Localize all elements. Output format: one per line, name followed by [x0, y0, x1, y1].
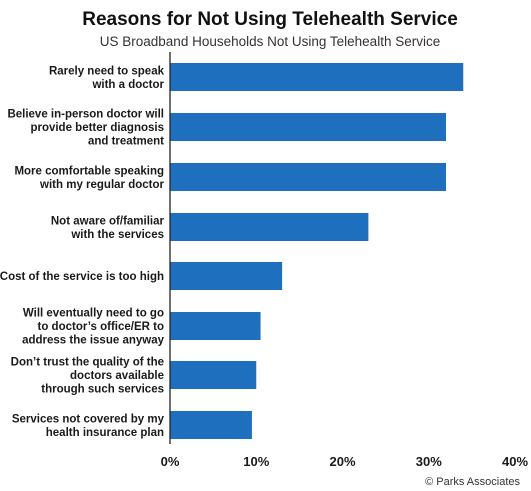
category-labels: Rarely need to speak with a doctor Believe…	[0, 65, 165, 439]
category-label-1: Rarely need to speak with a doctor	[49, 65, 165, 91]
x-tick-label: 0%	[161, 454, 180, 469]
x-tick-label: 30%	[416, 454, 442, 469]
bar-6	[170, 312, 261, 340]
x-tick-label: 20%	[329, 454, 355, 469]
category-label-4: Not aware of/familiar with the services	[51, 215, 165, 241]
bar-5	[170, 262, 283, 290]
chart-subtitle: US Broadband Households Not Using Telehe…	[100, 34, 440, 49]
x-tick-label: 40%	[502, 454, 528, 469]
bars	[170, 63, 464, 439]
bar-3	[170, 163, 446, 191]
bar-2	[170, 113, 446, 141]
category-label-8: Services not covered by my health insuran…	[12, 413, 165, 439]
category-label-6: Will eventually need to go to doctor’s of…	[22, 308, 165, 347]
category-label-5: Cost of the service is too high	[0, 271, 164, 283]
x-axis-ticks: 0% 10% 20% 30% 40%	[161, 454, 529, 469]
bar-4	[170, 213, 369, 241]
bar-1	[170, 63, 464, 91]
category-label-2: Believe in-person doctor will provide bet…	[7, 109, 164, 148]
category-label-7: Don’t trust the quality of the doctors av…	[11, 357, 164, 396]
bar-7	[170, 361, 257, 389]
bar-8	[170, 411, 252, 439]
chart-title: Reasons for Not Using Telehealth Service	[82, 9, 458, 30]
category-label-3: More comfortable speaking with my regular…	[14, 165, 164, 191]
x-tick-label: 10%	[243, 454, 269, 469]
source-credit: © Parks Associates	[425, 476, 520, 488]
